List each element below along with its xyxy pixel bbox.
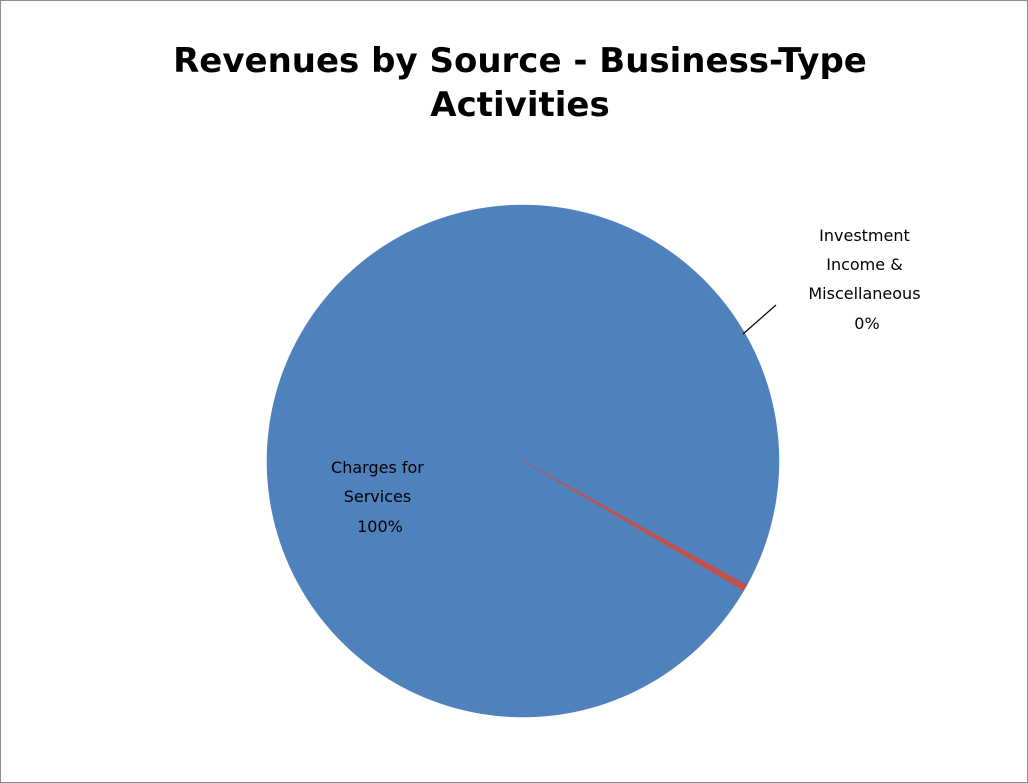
slice-label-charges-for-services: Charges for Services 100%: [331, 458, 429, 536]
slice-label-investment-income: Investment Income & Miscellaneous 0%: [808, 226, 925, 333]
slice-percent-label: 100%: [357, 517, 403, 536]
leader-line: [742, 304, 777, 335]
slice-label-line: Income &: [826, 255, 902, 274]
slice-label-line: Investment: [819, 226, 910, 245]
slice-percent-label: 0%: [854, 314, 879, 333]
slice-label-line: Services: [344, 487, 411, 506]
slice-label-line: Miscellaneous: [808, 284, 920, 303]
pie-slice-investment-income-miscellaneous: [522, 460, 748, 592]
chart-title: Revenues by Source - Business-Type Activ…: [173, 41, 867, 125]
slice-label-line: Charges for: [331, 458, 424, 477]
pie-slices: [266, 204, 780, 718]
